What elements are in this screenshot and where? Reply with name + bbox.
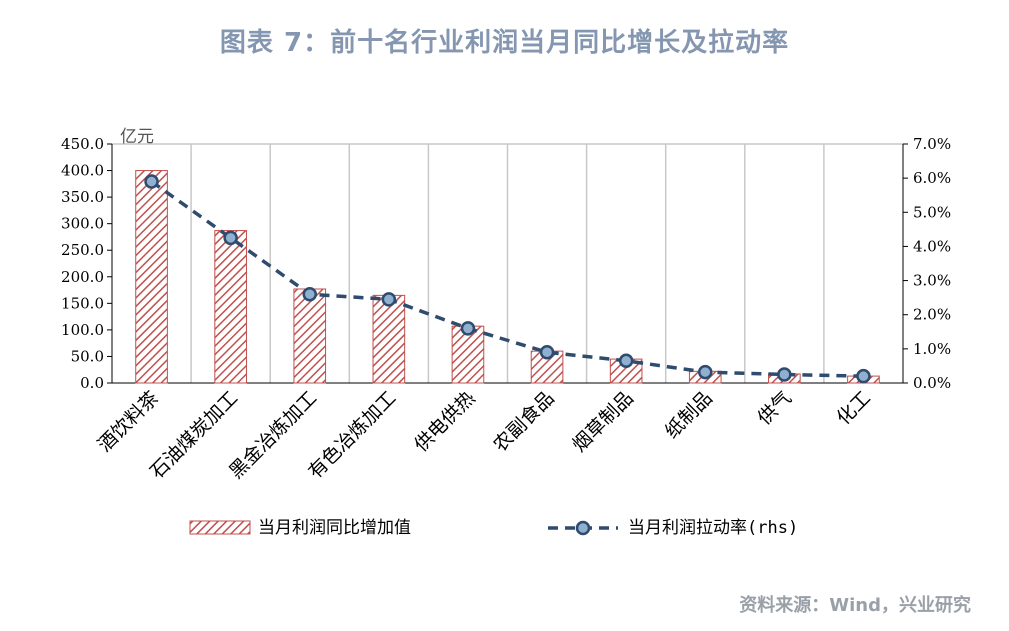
y2-tick-label: 6.0% (913, 169, 951, 187)
y2-tick-label: 2.0% (913, 306, 951, 324)
y-tick-label: 300.0 (61, 215, 104, 233)
x-tick-label: 化工 (833, 387, 875, 429)
y2-tick-label: 1.0% (913, 340, 951, 358)
legend-bar-swatch (189, 520, 251, 535)
line-point (381, 292, 397, 307)
legend-line-marker (575, 520, 591, 536)
bar (372, 294, 406, 384)
legend-line-label: 当月利润拉动率(rhs) (628, 518, 798, 538)
tick-labels: 450.0 400.0 350.0 300.0 250.0 200.0 150.0 100.0… (61, 135, 951, 483)
x-tick-label: 纸制品 (661, 387, 717, 443)
y2-tick-label: 5.0% (913, 203, 951, 221)
bar (135, 170, 168, 384)
x-tick-label: 农副食品 (489, 387, 558, 456)
source-note: 资料来源：Wind，兴业研究 (739, 595, 971, 616)
y2-tick-label: 4.0% (913, 237, 951, 255)
y2-tick-label: 0.0% (913, 374, 951, 392)
bar (293, 288, 327, 384)
y-tick-label: 200.0 (61, 268, 104, 286)
line-series (144, 174, 871, 384)
legend-bar-label: 当月利润同比增加值 (258, 518, 411, 538)
y-tick-label: 0.0 (80, 374, 104, 392)
y-tick-label: 150.0 (61, 294, 104, 312)
y2-tick-label: 7.0% (913, 135, 951, 153)
y-tick-label: 100.0 (61, 321, 104, 339)
line-point (223, 230, 238, 246)
y-tick-label: 400.0 (61, 162, 104, 180)
y-tick-label: 250.0 (61, 241, 104, 259)
y-axis-unit: 亿元 (120, 127, 154, 147)
line-point (144, 174, 159, 189)
x-tick-label: 酒饮料茶 (94, 387, 163, 456)
bar (214, 230, 247, 384)
y-tick-label: 50.0 (71, 347, 104, 365)
chart-title: 图表 7：前十名行业利润当月同比增长及拉动率 (219, 28, 790, 58)
x-tick-label: 供电供热 (410, 387, 479, 456)
line-point (539, 345, 555, 360)
y-tick-label: 350.0 (61, 188, 104, 206)
line-point (460, 321, 476, 336)
line-point (856, 368, 871, 384)
line-point (777, 367, 792, 382)
legend: 当月利润同比增加值 当月利润拉动率(rhs) (189, 518, 798, 538)
line-point (698, 364, 713, 380)
line-path (150, 180, 864, 378)
x-tick-label: 供气 (753, 387, 795, 429)
line-point (302, 286, 317, 302)
bar (451, 325, 485, 384)
bar-series (135, 170, 880, 384)
y-tick-label: 450.0 (61, 135, 104, 153)
line-point (618, 353, 634, 369)
y2-tick-label: 3.0% (913, 272, 951, 290)
grid (112, 143, 903, 383)
x-tick-label: 烟草制品 (568, 387, 637, 456)
